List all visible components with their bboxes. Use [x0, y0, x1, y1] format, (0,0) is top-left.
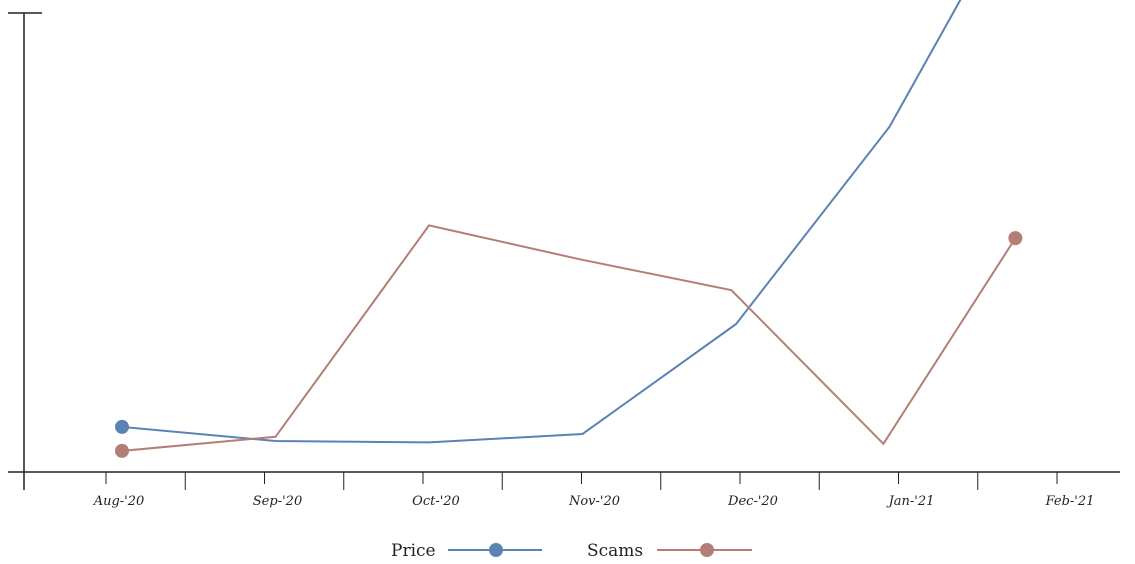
x-tick-label: Feb-'21 [1045, 494, 1095, 509]
legend-item-scams: Scams [587, 541, 752, 561]
legend: Price Scams [391, 541, 752, 561]
series-markers [115, 231, 1023, 458]
x-axis-ticks: Aug-'20 Sep-'20 Oct-'20 Nov-'20 Dec-'20 Jan-'… [23, 472, 1095, 509]
legend-label: Price [391, 541, 436, 561]
x-tick-label: Sep-'20 [253, 494, 302, 509]
data-point-scams [1008, 231, 1023, 246]
x-tick-label: Dec-'20 [727, 494, 778, 509]
axes [8, 12, 1120, 490]
legend-label: Scams [587, 541, 643, 561]
x-tick-label: Nov-'20 [568, 494, 620, 509]
x-tick-label: Oct-'20 [412, 494, 460, 509]
legend-item-price: Price [391, 541, 542, 561]
x-tick-label: Aug-'20 [93, 494, 145, 509]
series-group [121, 0, 1017, 452]
legend-swatch-marker [489, 543, 503, 557]
x-tick-label: Jan-'21 [886, 494, 935, 509]
series-line-price [121, 0, 962, 444]
data-point-price [115, 419, 129, 434]
legend-swatch-marker [700, 543, 714, 557]
series-line-scams [121, 224, 1017, 452]
data-point-scams [115, 443, 129, 458]
